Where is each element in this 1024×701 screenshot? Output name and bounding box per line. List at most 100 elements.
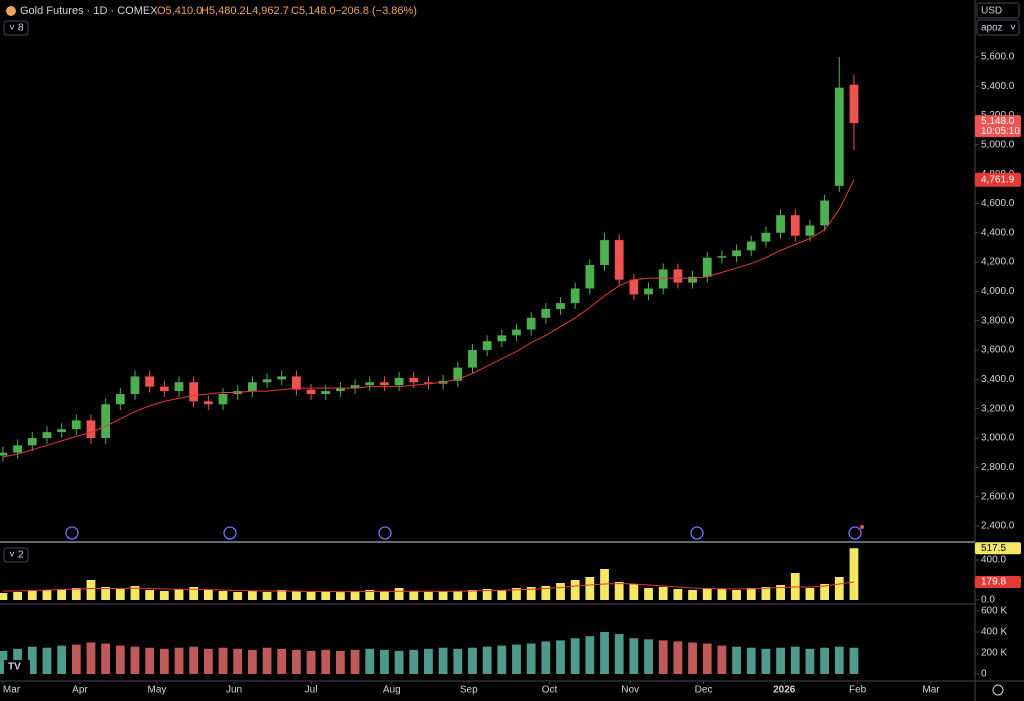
ohlc-open: O5,410.0: [157, 5, 202, 17]
volume-bar: [658, 587, 668, 600]
volume-bar: [482, 589, 492, 600]
volume-bar: [262, 592, 272, 600]
volume-tick-label: 0.0: [981, 595, 995, 606]
volume-last: 517.5: [981, 543, 1006, 554]
oi-bar: [350, 649, 360, 675]
volume-bar: [86, 580, 96, 600]
time-tick-label: 2026: [773, 685, 796, 696]
volume-bar: [174, 589, 184, 600]
collapse-button[interactable]: [3, 20, 29, 36]
volume-bar: [233, 592, 243, 600]
volume-bar: [380, 591, 389, 600]
chevron: ˅: [9, 23, 15, 34]
volume-bar: [365, 590, 375, 600]
oi-bar: [159, 648, 169, 675]
volume-bar: [820, 584, 830, 600]
candle-body: [350, 385, 360, 389]
candle-body: [732, 250, 741, 257]
candle-body: [336, 388, 345, 392]
marks: 2,400.0 2,600.0 2,800.0 3,000.0 3,200.0 3,400…: [0, 52, 1021, 696]
event-icon[interactable]: [65, 526, 79, 540]
logo: TV: [8, 662, 21, 673]
candle-body: [834, 87, 844, 186]
oi-bar: [336, 650, 345, 675]
volume-bar: [57, 589, 67, 600]
currency: USD: [981, 6, 1002, 17]
price-tick-label: 3,600.0: [981, 345, 1015, 356]
volume-bar: [247, 591, 257, 600]
candle-body: [86, 420, 96, 438]
oi-bar: [805, 648, 815, 675]
scale-mode-button[interactable]: [976, 19, 1020, 36]
ohlc-close: C5,148.0: [291, 5, 336, 17]
volume-bar: [805, 588, 815, 600]
event-icon[interactable]: [690, 526, 704, 540]
candle-body: [130, 376, 140, 395]
volume-bar: [570, 580, 580, 600]
oi-bar: [497, 645, 507, 675]
time-tick-label: Jun: [226, 685, 242, 696]
settings-button[interactable]: [992, 684, 1004, 696]
oi-tick-label: 600 K: [981, 606, 1007, 617]
price-tick-label: 5,000.0: [981, 139, 1015, 150]
event-icon[interactable]: [223, 526, 237, 540]
candle-body: [101, 404, 111, 438]
candle-body: [203, 401, 213, 405]
candle-body: [453, 367, 463, 381]
oi-bar: [394, 650, 404, 675]
volume-badge: [975, 542, 1021, 555]
event-icons: [65, 526, 862, 540]
oi-bar: [27, 646, 37, 675]
candle-body: [849, 84, 859, 124]
candle-body: [497, 335, 507, 342]
oi-bar: [541, 641, 551, 675]
volume-bar: [556, 583, 565, 600]
oi-bar: [834, 646, 844, 675]
candle-body: [321, 391, 331, 395]
time-tick-label: Oct: [542, 685, 558, 696]
price-tick-label: 2,400.0: [981, 521, 1015, 532]
oi-bar: [233, 648, 243, 675]
ohlc-low: L4,962.7: [246, 5, 289, 17]
candle-body: [115, 394, 125, 405]
volume-bar: [526, 587, 536, 600]
collapse-button[interactable]: [3, 547, 29, 563]
volume-bar: [688, 590, 697, 600]
oi-bar: [247, 649, 257, 675]
volume-bar: [218, 591, 228, 600]
oi-bar: [644, 639, 653, 675]
price-tick-label: 4,600.0: [981, 198, 1015, 209]
oi-bar: [115, 645, 125, 675]
price-tick-label: 4,000.0: [981, 286, 1015, 297]
oi-bar: [732, 646, 741, 675]
volume-bar: [717, 589, 727, 600]
time-tick-label: Sep: [460, 685, 478, 696]
volume-bar: [42, 590, 52, 600]
oi-bar: [453, 648, 463, 675]
volume-tick-label: 400.0: [981, 555, 1006, 566]
event-dot: [860, 525, 864, 529]
candle-body: [71, 420, 81, 430]
candle-body: [585, 265, 595, 289]
volume-bar: [101, 587, 111, 600]
oi-bar: [291, 649, 301, 675]
candle-body: [717, 256, 727, 258]
volume-bar: [629, 584, 639, 600]
oi-bar: [688, 642, 697, 675]
candle-body: [805, 225, 815, 236]
currency-button[interactable]: [976, 2, 1020, 19]
symbol-icon: [6, 6, 16, 16]
candle-body: [0, 452, 8, 456]
time-tick-label: Nov: [621, 685, 639, 696]
volume-bar: [336, 592, 345, 600]
volume-bar: [834, 577, 844, 600]
volume-bar: [673, 589, 683, 600]
candle-body: [570, 288, 580, 304]
event-icon[interactable]: [848, 526, 862, 540]
oi-bar: [71, 644, 81, 675]
countdown: 10:05:10: [981, 126, 1020, 137]
volume-bar: [732, 590, 741, 600]
oi-bar: [526, 643, 536, 675]
event-icon[interactable]: [378, 526, 392, 540]
candle-body: [159, 386, 169, 392]
